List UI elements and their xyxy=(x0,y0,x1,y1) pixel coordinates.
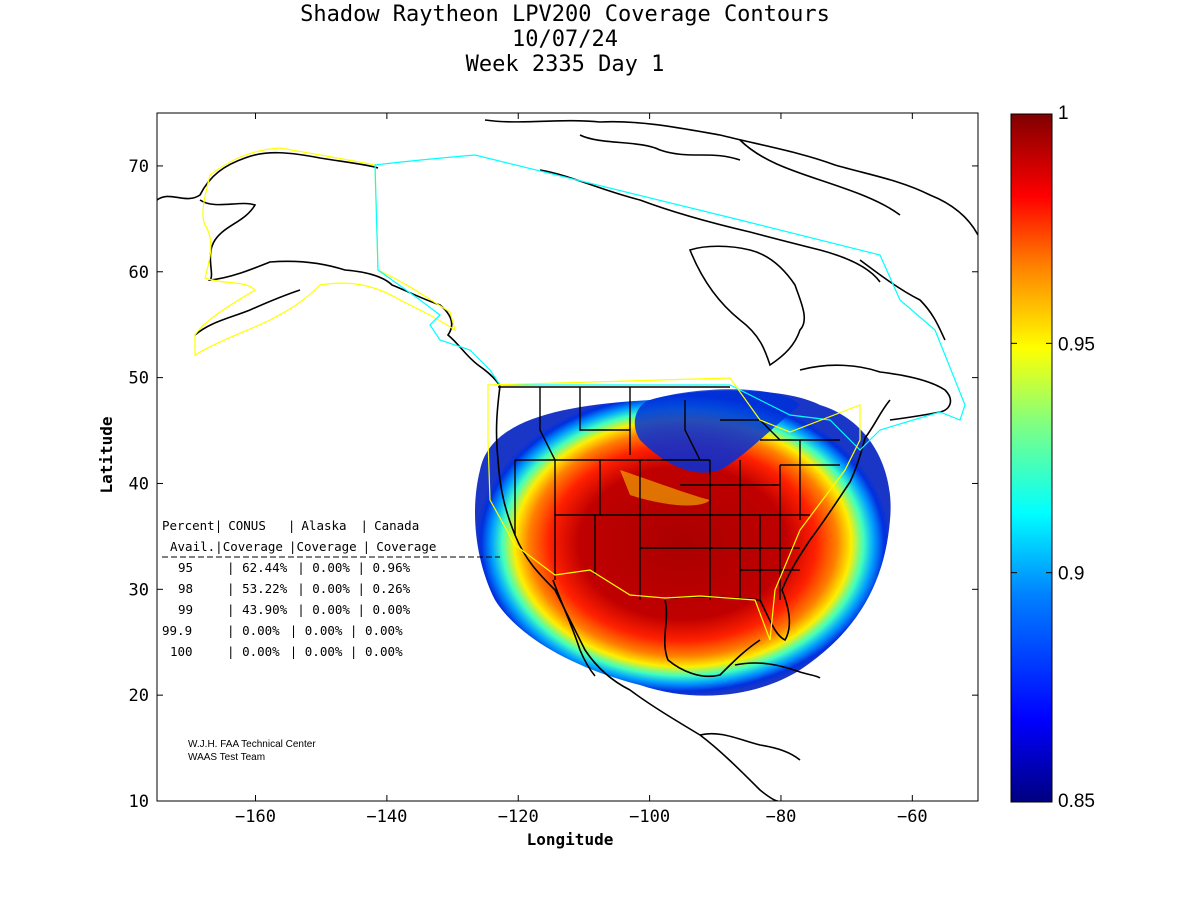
table-header-canada: Canada xyxy=(374,518,419,533)
x-tick-label: −120 xyxy=(498,807,539,827)
x-axis-title: Longitude xyxy=(527,830,614,849)
y-tick-label: 30 xyxy=(129,580,149,600)
colorbar-tick-label: 0.85 xyxy=(1058,791,1095,812)
table-header-alaska: Alaska xyxy=(301,518,346,533)
table-cell-alaska: 0.00% xyxy=(312,581,350,596)
table-row: 100 | 0.00% | 0.00% | 0.00% xyxy=(170,644,403,659)
table-cell-conus: 43.90% xyxy=(242,602,288,617)
state-boundaries xyxy=(498,386,840,600)
x-tick-label: −140 xyxy=(366,807,407,827)
table-cell-percent: 99 xyxy=(178,602,193,617)
alaska-boundary xyxy=(194,147,457,357)
table-row: 99.9 | 0.00% | 0.00% | 0.00% xyxy=(162,623,403,638)
table-cell-conus: 0.00% xyxy=(242,623,280,638)
table-cell-percent: 99.9 xyxy=(162,623,192,638)
table-cell-canada: 0.00% xyxy=(373,602,411,617)
plot-frame xyxy=(156,112,979,802)
title-line-3: Week 2335 Day 1 xyxy=(465,52,665,77)
y-tick-label: 40 xyxy=(129,474,149,494)
colorbar xyxy=(1010,113,1053,803)
x-tick-label: −160 xyxy=(235,807,276,827)
table-cell-conus: 0.00% xyxy=(242,644,280,659)
colorbar-ticks: 1 0.95 0.9 0.85 xyxy=(1011,103,1095,812)
coastline xyxy=(157,119,978,801)
table-header-2: Avail.|Coverage |Coverage | Coverage xyxy=(170,539,436,554)
table-cell-percent: 100 xyxy=(170,644,193,659)
canada-boundary xyxy=(374,154,966,451)
x-tick-label: −100 xyxy=(629,807,670,827)
table-header-conus: CONUS xyxy=(228,518,266,533)
y-tick-label: 60 xyxy=(129,263,149,283)
colorbar-tick-label: 1 xyxy=(1058,103,1069,124)
y-axis: 10 20 30 40 50 60 70 xyxy=(129,157,978,812)
table-cell-canada: 0.26% xyxy=(373,581,411,596)
table-cell-conus: 62.44% xyxy=(242,560,288,575)
y-axis-title: Latitude xyxy=(97,416,116,493)
table-header-1: Percent| CONUS | Alaska | Canada xyxy=(162,518,419,533)
conus-boundary xyxy=(487,377,861,641)
table-cell-canada: 0.00% xyxy=(365,623,403,638)
table-row: 95 | 62.44% | 0.00% | 0.96% xyxy=(178,560,411,575)
credit-line-1: W.J.H. FAA Technical Center xyxy=(188,739,316,750)
table-header-coverage-2: Coverage xyxy=(296,539,356,554)
stats-table: Percent| CONUS | Alaska | Canada Avail.|Cover… xyxy=(162,518,500,659)
y-tick-label: 50 xyxy=(129,369,149,389)
table-cell-alaska: 0.00% xyxy=(312,602,350,617)
coverage-field xyxy=(475,389,891,696)
table-cell-alaska: 0.00% xyxy=(312,560,350,575)
table-cell-conus: 53.22% xyxy=(242,581,288,596)
x-tick-label: −80 xyxy=(766,807,797,827)
table-row: 98 | 53.22% | 0.00% | 0.26% xyxy=(178,581,411,596)
x-axis: −160 −140 −120 −100 −80 −60 xyxy=(235,113,928,827)
table-header-percent: Percent xyxy=(162,518,215,533)
title-line-2: 10/07/24 xyxy=(512,27,618,52)
table-cell-canada: 0.00% xyxy=(365,644,403,659)
y-tick-label: 70 xyxy=(129,157,149,177)
credit-line-2: WAAS Test Team xyxy=(188,752,265,763)
table-header-coverage-1: Coverage xyxy=(223,539,283,554)
table-cell-percent: 95 xyxy=(178,560,193,575)
table-header-coverage-3: Coverage xyxy=(376,539,436,554)
title-line-1: Shadow Raytheon LPV200 Coverage Contours xyxy=(300,2,830,27)
table-cell-alaska: 0.00% xyxy=(305,644,343,659)
table-cell-percent: 98 xyxy=(178,581,193,596)
y-tick-label: 10 xyxy=(129,792,149,812)
table-header-avail: Avail. xyxy=(170,539,215,554)
table-cell-canada: 0.96% xyxy=(373,560,411,575)
colorbar-tick-label: 0.95 xyxy=(1058,334,1095,355)
x-tick-label: −60 xyxy=(897,807,928,827)
y-tick-label: 20 xyxy=(129,686,149,706)
table-row: 99 | 43.90% | 0.00% | 0.00% xyxy=(178,602,411,617)
colorbar-tick-label: 0.9 xyxy=(1058,564,1084,585)
table-cell-alaska: 0.00% xyxy=(305,623,343,638)
